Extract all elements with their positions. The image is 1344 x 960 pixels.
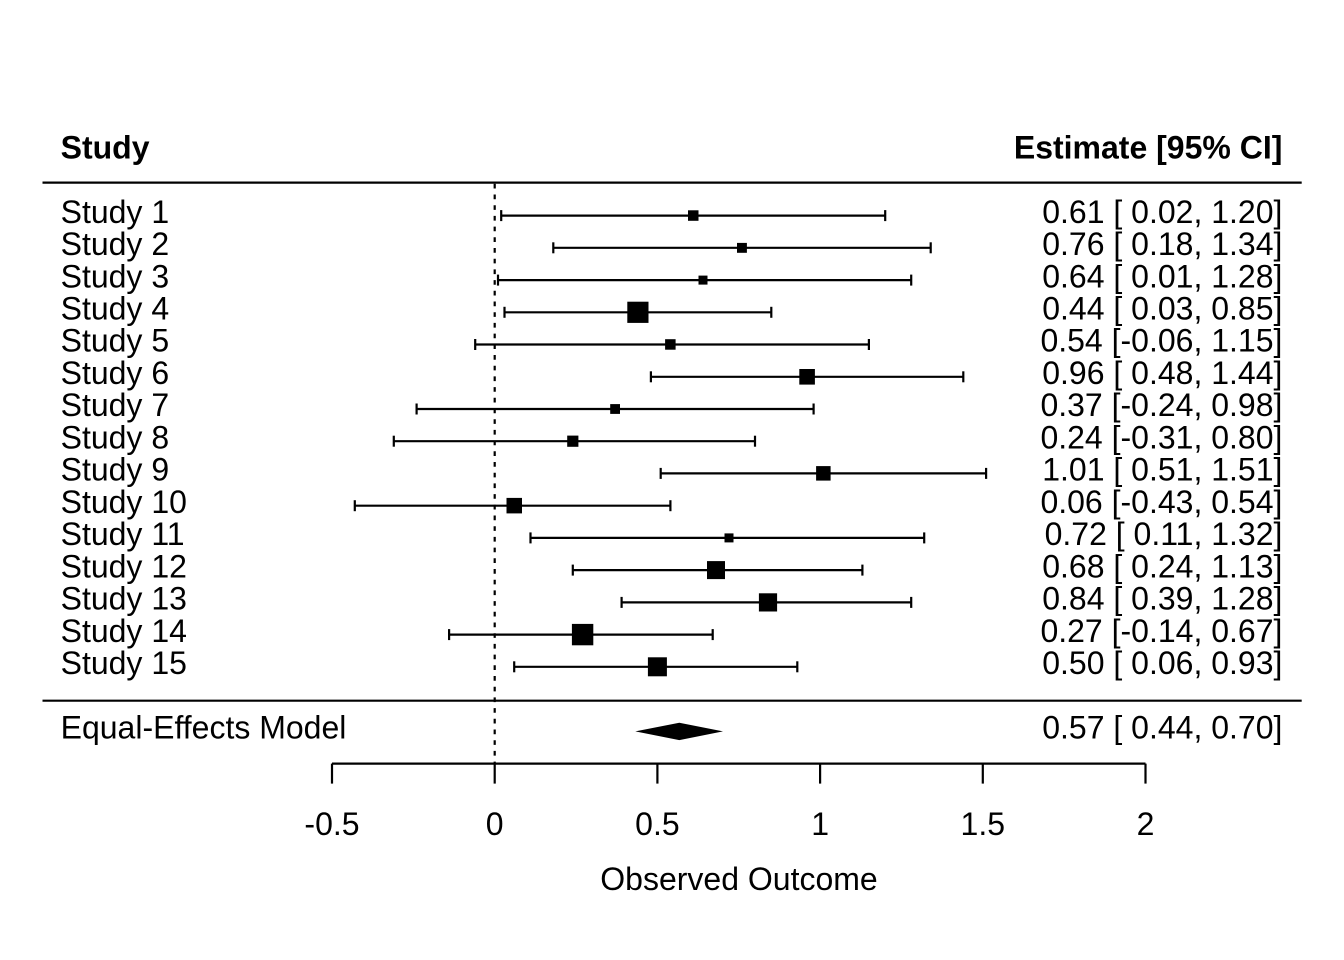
svg-text:Study 12: Study 12 (61, 548, 187, 584)
svg-text:Study 14: Study 14 (61, 613, 187, 649)
svg-text:1.5: 1.5 (961, 806, 1005, 842)
svg-text:Study 4: Study 4 (61, 291, 170, 327)
svg-text:Study: Study (61, 130, 150, 166)
svg-text:0.27 [-0.14, 0.67]: 0.27 [-0.14, 0.67] (1040, 613, 1282, 649)
svg-text:Study 1: Study 1 (61, 194, 170, 230)
svg-text:0.37 [-0.24, 0.98]: 0.37 [-0.24, 0.98] (1040, 387, 1282, 423)
svg-text:Study 9: Study 9 (61, 452, 170, 488)
svg-text:Study 15: Study 15 (61, 645, 187, 681)
svg-text:1: 1 (811, 806, 829, 842)
svg-text:0.68 [ 0.24, 1.13]: 0.68 [ 0.24, 1.13] (1042, 548, 1282, 584)
svg-text:Study 7: Study 7 (61, 387, 170, 423)
svg-text:0.64 [ 0.01, 1.28]: 0.64 [ 0.01, 1.28] (1042, 258, 1282, 294)
svg-text:Equal-Effects Model: Equal-Effects Model (61, 710, 347, 746)
svg-text:0.06 [-0.43, 0.54]: 0.06 [-0.43, 0.54] (1040, 484, 1282, 520)
svg-text:Study 6: Study 6 (61, 355, 170, 391)
svg-text:Study 5: Study 5 (61, 323, 170, 359)
svg-text:Study 8: Study 8 (61, 419, 170, 455)
svg-text:Observed Outcome: Observed Outcome (600, 861, 877, 897)
svg-text:0.72 [ 0.11, 1.32]: 0.72 [ 0.11, 1.32] (1045, 516, 1283, 552)
svg-text:0.76 [ 0.18, 1.34]: 0.76 [ 0.18, 1.34] (1042, 226, 1282, 262)
svg-text:0.96 [ 0.48, 1.44]: 0.96 [ 0.48, 1.44] (1042, 355, 1282, 391)
svg-text:1.01 [ 0.51, 1.51]: 1.01 [ 0.51, 1.51] (1042, 452, 1282, 488)
svg-text:0.54 [-0.06, 1.15]: 0.54 [-0.06, 1.15] (1040, 323, 1282, 359)
svg-text:Study 13: Study 13 (61, 581, 187, 617)
svg-text:0.61 [ 0.02, 1.20]: 0.61 [ 0.02, 1.20] (1042, 194, 1282, 230)
svg-text:Study 11: Study 11 (61, 516, 185, 552)
svg-text:Study 2: Study 2 (61, 226, 170, 262)
svg-text:2: 2 (1137, 806, 1155, 842)
svg-text:Estimate [95% CI]: Estimate [95% CI] (1014, 129, 1283, 165)
svg-text:0.44 [ 0.03, 0.85]: 0.44 [ 0.03, 0.85] (1042, 291, 1282, 327)
svg-text:0.5: 0.5 (635, 806, 679, 842)
svg-text:0.24 [-0.31, 0.80]: 0.24 [-0.31, 0.80] (1040, 419, 1282, 455)
svg-text:0.57 [ 0.44, 0.70]: 0.57 [ 0.44, 0.70] (1042, 710, 1282, 746)
svg-text:-0.5: -0.5 (304, 806, 359, 842)
svg-text:Study 3: Study 3 (61, 258, 170, 294)
svg-text:0.50 [ 0.06, 0.93]: 0.50 [ 0.06, 0.93] (1042, 645, 1282, 681)
svg-text:0.84 [ 0.39, 1.28]: 0.84 [ 0.39, 1.28] (1042, 581, 1282, 617)
svg-text:Study 10: Study 10 (61, 484, 187, 520)
svg-text:0: 0 (486, 806, 504, 842)
